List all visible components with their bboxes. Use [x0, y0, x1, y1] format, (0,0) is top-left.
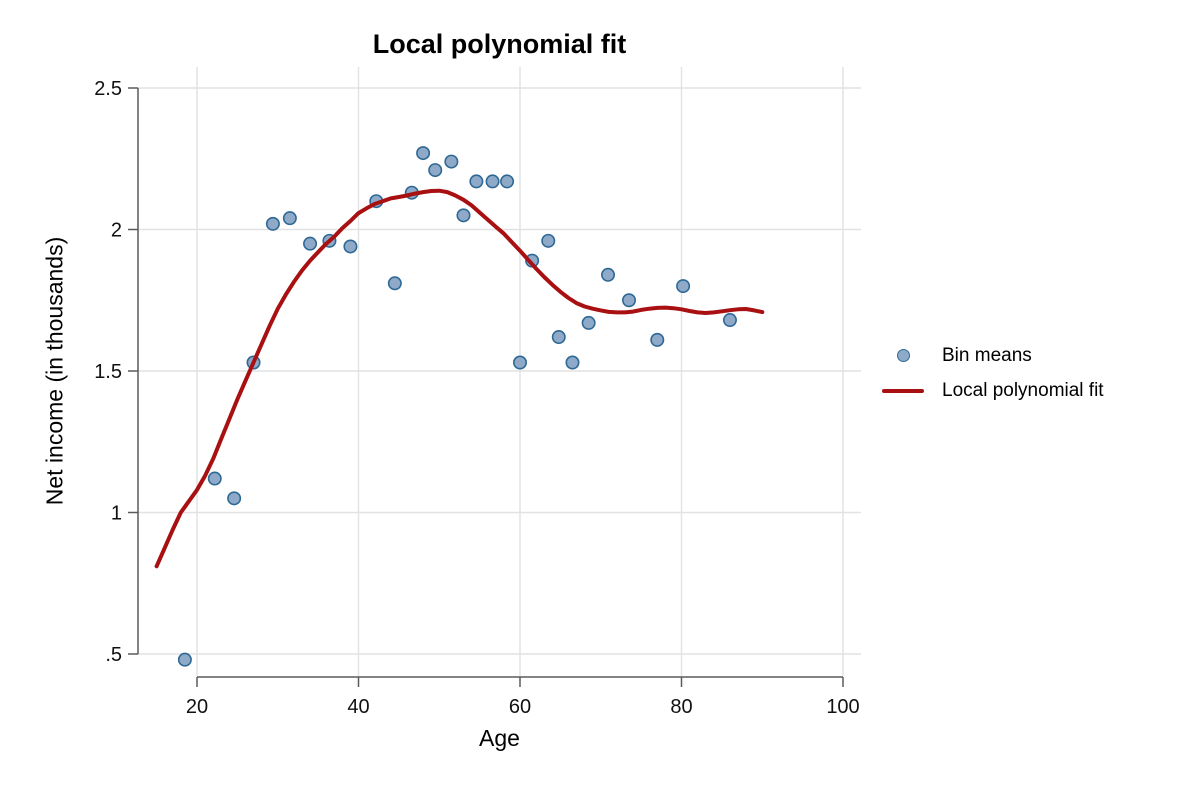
- scatter-point: [676, 279, 691, 294]
- scatter-point: [469, 174, 484, 189]
- y-tick-label: 2.5: [94, 78, 122, 100]
- fit-line: [154, 188, 765, 569]
- scatter-point: [722, 313, 737, 328]
- legend-swatch-area: [881, 349, 925, 362]
- scatter-point: [601, 267, 616, 282]
- y-tick-label: 1.5: [94, 361, 122, 383]
- scatter-point: [303, 236, 318, 251]
- scatter-point: [343, 239, 358, 254]
- scatter-point: [428, 163, 443, 178]
- y-tick-label: 1: [111, 503, 122, 525]
- legend-item-local-polynomial-fit: Local polynomial fit: [881, 373, 1104, 408]
- scatter-point: [387, 276, 402, 291]
- scatter-point: [485, 174, 500, 189]
- fit-line-swatch-icon: [882, 388, 924, 393]
- x-tick-label: 60: [509, 696, 531, 718]
- y-tick-label: .5: [105, 644, 122, 666]
- scatter-point: [456, 208, 471, 223]
- legend-item-bin-means: Bin means: [881, 338, 1104, 373]
- x-tick-label: 20: [186, 696, 208, 718]
- scatter-point: [541, 233, 556, 248]
- scatter-point: [177, 652, 192, 667]
- scatter-point: [565, 355, 580, 370]
- scatter-point: [581, 315, 596, 330]
- scatter-point: [416, 146, 431, 161]
- chart-title: Local polynomial fit: [372, 29, 627, 59]
- scatter-point: [227, 491, 242, 506]
- x-tick-label: 40: [347, 696, 369, 718]
- scatter-point: [282, 211, 297, 226]
- scatter-point: [444, 154, 459, 169]
- y-tick-label: 2: [111, 220, 122, 242]
- bin-means-marker-icon: [896, 349, 910, 362]
- scatter-point: [265, 216, 280, 231]
- scatter-point: [551, 330, 566, 345]
- scatter-point: [650, 332, 665, 347]
- scatter-point: [512, 355, 527, 370]
- legend-label: Bin means: [942, 344, 1032, 366]
- x-tick-label: 100: [826, 696, 859, 718]
- legend-swatch-area: [881, 388, 925, 393]
- legend-label: Local polynomial fit: [942, 379, 1104, 401]
- legend: Bin means Local polynomial fit: [881, 338, 1104, 408]
- x-tick-label: 80: [670, 696, 692, 718]
- scatter-point: [207, 471, 222, 486]
- x-axis-title: Age: [479, 725, 520, 751]
- scatter-point: [500, 174, 515, 189]
- scatter-point: [622, 293, 637, 308]
